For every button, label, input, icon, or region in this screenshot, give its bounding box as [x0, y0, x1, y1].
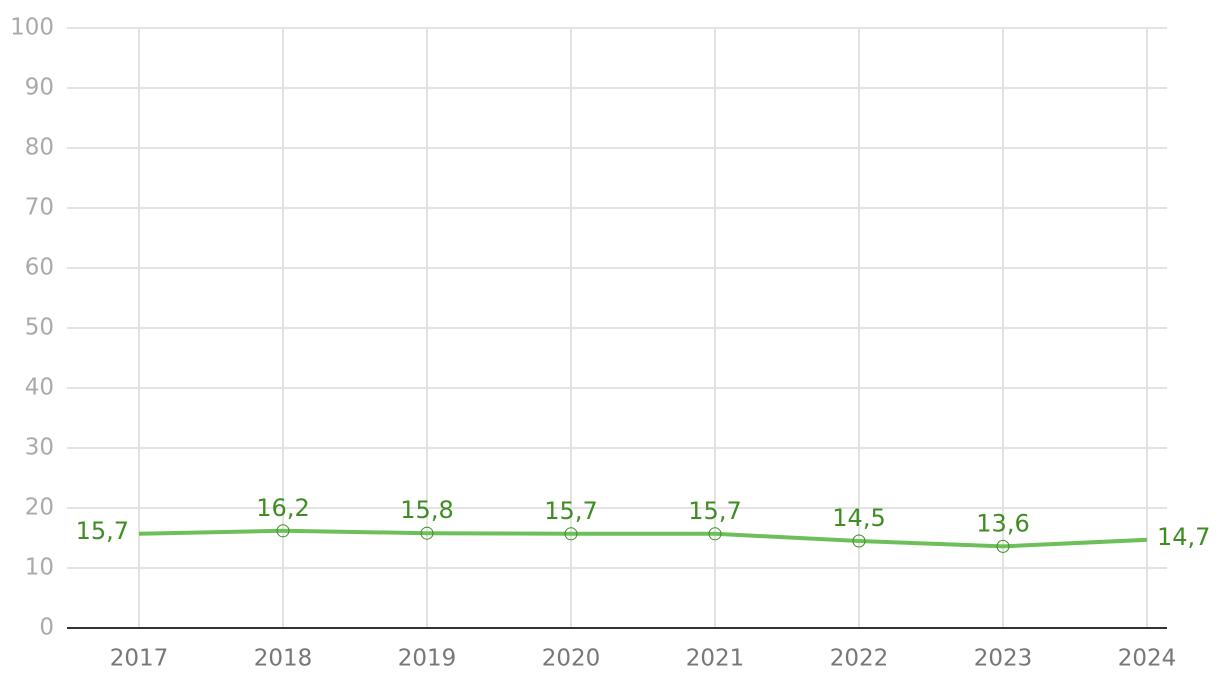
- point: [276, 524, 290, 538]
- x-tick-label: 2020: [542, 646, 601, 672]
- value-label: 14,5: [832, 504, 885, 532]
- y-tick-label: 20: [25, 495, 54, 521]
- y-tick-label: 50: [25, 315, 54, 341]
- line: [138, 528, 1148, 549]
- point: [564, 527, 578, 541]
- value-label: 13,6: [976, 509, 1029, 537]
- point: [996, 539, 1010, 553]
- value-label: 15,7: [688, 497, 741, 525]
- y-tick-label: 30: [25, 435, 54, 461]
- value-label: 16,2: [256, 494, 309, 522]
- value-label: 15,7: [544, 497, 597, 525]
- point: [852, 534, 866, 548]
- x-tick-label: 2019: [398, 646, 457, 672]
- x-tick-label: 2021: [686, 646, 745, 672]
- y-tick-label: 10: [25, 555, 54, 581]
- x-tick-label: 2017: [110, 646, 169, 672]
- point: [420, 526, 434, 540]
- x-tick-label: 2018: [254, 646, 313, 672]
- x-tick-label: 2023: [974, 646, 1033, 672]
- x-tick-label: 2024: [1118, 646, 1177, 672]
- y-tick-label: 60: [25, 255, 54, 281]
- value-label: 15,8: [400, 496, 453, 524]
- y-tick-label: 70: [25, 195, 54, 221]
- y-tick-label: 40: [25, 375, 54, 401]
- y-tick-label: 100: [10, 15, 54, 41]
- point: [708, 527, 722, 541]
- y-tick-label: 0: [39, 615, 54, 641]
- x-tick-label: 2022: [830, 646, 889, 672]
- y-tick-label: 90: [25, 75, 54, 101]
- y-tick-label: 80: [25, 135, 54, 161]
- value-label: 14,7: [1157, 523, 1210, 551]
- value-label: 15,7: [76, 517, 129, 545]
